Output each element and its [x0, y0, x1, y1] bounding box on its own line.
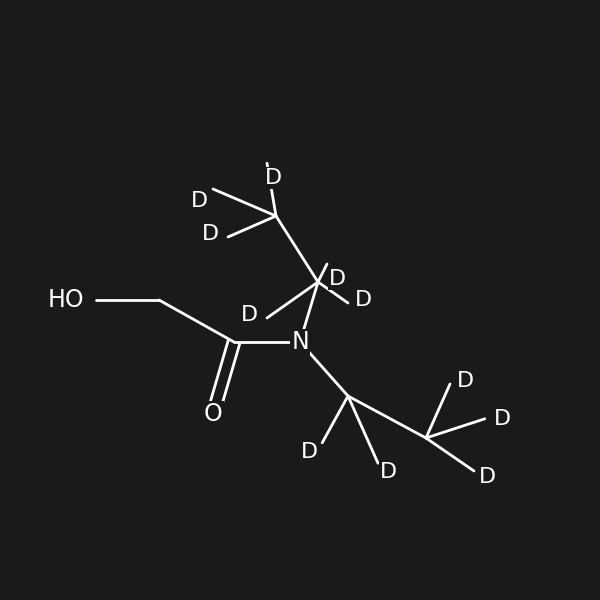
- Text: D: D: [355, 290, 371, 310]
- Text: D: D: [265, 168, 281, 188]
- Text: D: D: [202, 224, 218, 244]
- Text: D: D: [479, 467, 496, 487]
- Text: O: O: [203, 402, 223, 426]
- Text: HO: HO: [47, 288, 85, 312]
- Text: D: D: [301, 442, 317, 462]
- Text: D: D: [494, 409, 511, 429]
- Text: D: D: [191, 191, 208, 211]
- Text: D: D: [241, 305, 257, 325]
- Text: D: D: [380, 462, 397, 482]
- Text: D: D: [329, 269, 346, 289]
- Text: D: D: [457, 371, 473, 391]
- Text: N: N: [291, 330, 309, 354]
